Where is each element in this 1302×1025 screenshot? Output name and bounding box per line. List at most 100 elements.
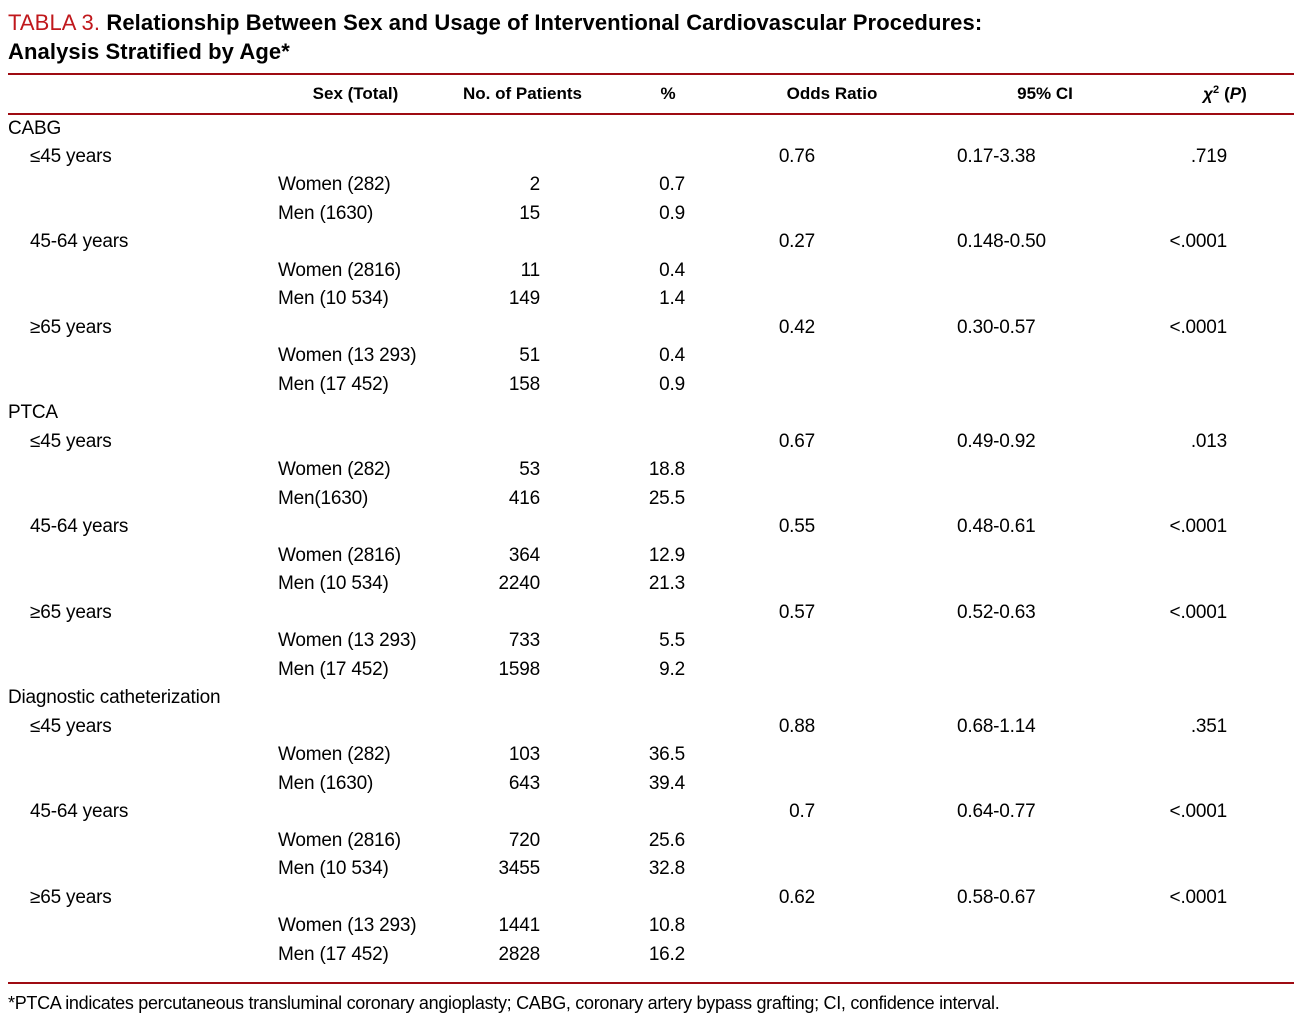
ci-value: 0.58-0.67 (957, 886, 1036, 908)
table-title-line1: Relationship Between Sex and Usage of In… (106, 10, 983, 35)
p-cell-empty (1156, 485, 1294, 514)
column-header-95-ci: 95% CI (916, 73, 1156, 115)
sex-row: Men (10 534) 2240 21.3 (8, 570, 1294, 599)
label-cell-empty (8, 171, 278, 200)
odds-ratio-cell-empty (764, 770, 916, 799)
patients-value: 416 (508, 487, 540, 509)
p-label: (P) (1224, 84, 1247, 104)
patients-value: 158 (508, 373, 540, 395)
age-row: ≤45 years 0.88 0.68-1.14 .351 (8, 713, 1294, 742)
section-row: CABG (8, 114, 1294, 143)
sex-row: Men (17 452) 158 0.9 (8, 371, 1294, 400)
ci-cell-empty (916, 257, 1156, 286)
odds-ratio-cell-empty (764, 171, 916, 200)
section-label: CABG (8, 117, 62, 139)
column-header-no-of-patients: No. of Patients (463, 73, 588, 115)
percent-value: 9.2 (659, 658, 685, 680)
ci-value: 0.48-0.61 (957, 516, 1036, 538)
percent-cell-empty (588, 713, 764, 742)
label-cell-empty (8, 570, 278, 599)
sex-label: Men (10 534) (278, 858, 389, 880)
patients-value: 11 (520, 259, 541, 281)
odds-ratio-value: 0.76 (778, 145, 815, 167)
odds-ratio-cell-empty (764, 542, 916, 571)
percent-value: 32.8 (648, 858, 685, 880)
sex-row: Men (10 534) 3455 32.8 (8, 855, 1294, 884)
p-cell-empty (1156, 770, 1294, 799)
age-row: 45-64 years 0.7 0.64-0.77 <.0001 (8, 798, 1294, 827)
p-cell-empty (1156, 456, 1294, 485)
sex-row: Women (13 293) 51 0.4 (8, 342, 1294, 371)
label-cell-empty (8, 941, 278, 970)
label-cell-empty (8, 770, 278, 799)
ci-value: 0.49-0.92 (957, 430, 1036, 452)
ci-cell-empty (916, 941, 1156, 970)
patients-value: 3455 (498, 858, 541, 880)
percent-value: 0.9 (659, 373, 685, 395)
sex-cell-empty (278, 884, 463, 913)
sex-row: Women (282) 2 0.7 (8, 171, 1294, 200)
sex-row: Women (13 293) 1441 10.8 (8, 912, 1294, 941)
odds-ratio-cell-empty (764, 741, 916, 770)
odds-ratio-value: 0.57 (778, 601, 815, 623)
age-row: ≥65 years 0.57 0.52-0.63 <.0001 (8, 599, 1294, 628)
bottom-rule (8, 982, 1294, 984)
patients-value: 2828 (498, 943, 541, 965)
patients-value: 15 (519, 202, 540, 224)
sex-row: Men(1630) 416 25.5 (8, 485, 1294, 514)
sex-cell-empty (278, 513, 463, 542)
odds-ratio-cell-empty (764, 257, 916, 286)
p-value: <.0001 (1169, 516, 1228, 538)
sex-row: Women (2816) 11 0.4 (8, 257, 1294, 286)
p-value: .013 (1190, 430, 1227, 452)
percent-value: 0.9 (659, 202, 685, 224)
patients-value: 149 (508, 288, 540, 310)
label-cell-empty (8, 342, 278, 371)
percent-cell-empty (588, 228, 764, 257)
odds-ratio-cell-empty (764, 912, 916, 941)
age-label: 45-64 years (30, 231, 129, 253)
p-value: <.0001 (1169, 801, 1228, 823)
p-cell-empty (1156, 171, 1294, 200)
ci-cell-empty (916, 627, 1156, 656)
p-value: <.0001 (1169, 231, 1228, 253)
label-cell-empty (8, 741, 278, 770)
patients-cell-empty (463, 143, 588, 172)
percent-cell-empty (588, 428, 764, 457)
age-label: ≤45 years (30, 145, 112, 167)
p-cell-empty (1156, 342, 1294, 371)
column-header-sex-total: Sex (Total) (278, 73, 463, 115)
age-label: ≥65 years (30, 886, 112, 908)
label-cell-empty (8, 855, 278, 884)
sex-label: Men (1630) (278, 202, 374, 224)
section-label: Diagnostic catheterization (8, 687, 221, 709)
odds-ratio-cell-empty (764, 285, 916, 314)
ci-cell-empty (916, 542, 1156, 571)
patients-cell-empty (463, 798, 588, 827)
odds-ratio-cell-empty (764, 855, 916, 884)
odds-ratio-value: 0.88 (778, 715, 815, 737)
patients-cell-empty (463, 599, 588, 628)
odds-ratio-cell-empty (764, 627, 916, 656)
ci-cell-empty (916, 741, 1156, 770)
age-row: 45-64 years 0.27 0.148-0.50 <.0001 (8, 228, 1294, 257)
patients-cell-empty (463, 428, 588, 457)
percent-value: 5.5 (659, 630, 685, 652)
label-cell-empty (8, 542, 278, 571)
odds-ratio-value: 0.27 (778, 231, 815, 253)
p-value: .351 (1190, 715, 1227, 737)
p-value: <.0001 (1169, 601, 1228, 623)
ci-value: 0.17-3.38 (957, 145, 1036, 167)
sex-label: Women (282) (278, 744, 391, 766)
table-footnote: *PTCA indicates percutaneous translumina… (8, 993, 1000, 1013)
odds-ratio-cell-empty (764, 941, 916, 970)
ci-cell-empty (916, 200, 1156, 229)
odds-ratio-cell-empty (764, 342, 916, 371)
table-title: TABLA 3. Relationship Between Sex and Us… (8, 8, 1294, 66)
table-number-label: TABLA 3. (8, 10, 101, 35)
ci-cell-empty (916, 570, 1156, 599)
percent-cell-empty (588, 884, 764, 913)
sex-label: Women (13 293) (278, 630, 417, 652)
percent-value: 21.3 (648, 573, 685, 595)
odds-ratio-cell-empty (764, 570, 916, 599)
